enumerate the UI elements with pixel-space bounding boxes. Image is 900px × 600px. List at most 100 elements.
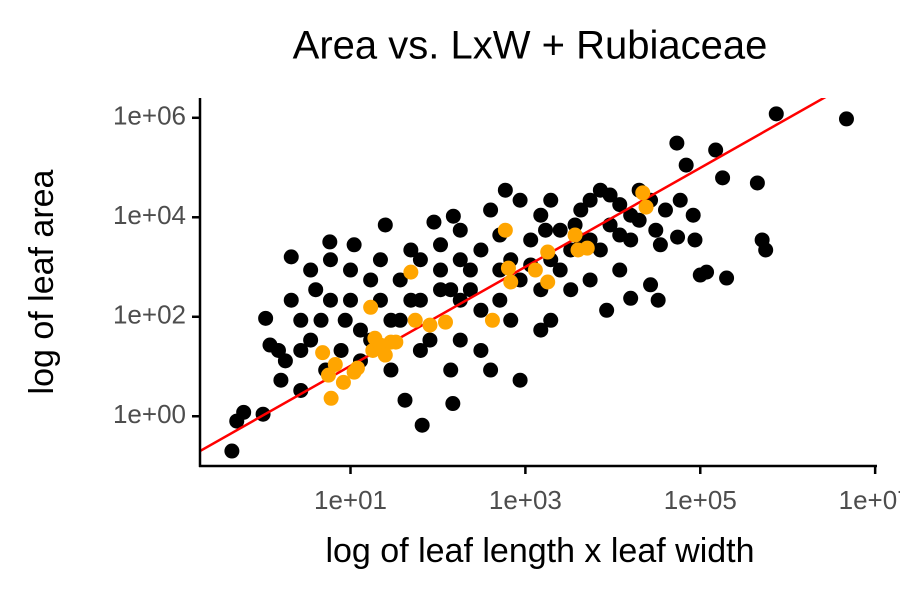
point [372, 252, 388, 268]
point [377, 217, 393, 233]
point [403, 264, 419, 280]
point [315, 345, 331, 361]
point [678, 157, 694, 173]
point [412, 252, 428, 268]
point [452, 222, 468, 238]
point [293, 382, 309, 398]
x-tick-label: 1e+07 [839, 485, 900, 515]
y-tick-label: 1e+04 [113, 200, 186, 230]
point [483, 362, 499, 378]
point [715, 170, 731, 186]
point [437, 314, 453, 330]
point [433, 237, 449, 253]
point [224, 443, 240, 459]
point [363, 299, 379, 315]
point [346, 237, 362, 253]
x-axis-title: log of leaf length x leaf width [325, 532, 754, 570]
point [343, 292, 359, 308]
point [283, 249, 299, 265]
point [262, 337, 278, 353]
y-tick-label: 1e+00 [113, 399, 186, 429]
point [573, 202, 589, 218]
point [335, 374, 351, 390]
point [497, 222, 513, 238]
point [473, 302, 489, 318]
point [313, 312, 329, 328]
point [426, 214, 442, 230]
point [643, 277, 659, 293]
point [383, 362, 399, 378]
point [612, 262, 628, 278]
point [540, 274, 556, 290]
x-tick-label: 1e+01 [314, 485, 387, 515]
point [412, 342, 428, 358]
point [527, 262, 543, 278]
point [768, 106, 784, 122]
point [650, 292, 666, 308]
point [433, 282, 449, 298]
point [322, 252, 338, 268]
point [445, 396, 461, 412]
point [473, 242, 489, 258]
point [343, 262, 359, 278]
point [337, 312, 353, 328]
point [552, 262, 568, 278]
point [708, 142, 724, 158]
point [333, 342, 349, 358]
point [388, 334, 404, 350]
point [563, 282, 579, 298]
point [685, 207, 701, 223]
point [687, 232, 703, 248]
point [719, 270, 735, 286]
point [503, 274, 519, 290]
point [512, 192, 528, 208]
point [377, 347, 393, 363]
point [352, 322, 368, 338]
point [422, 317, 438, 333]
point [669, 135, 685, 151]
point [523, 232, 539, 248]
point [612, 227, 628, 243]
y-tick-label: 1e+06 [113, 101, 186, 131]
point [462, 262, 478, 278]
point [623, 207, 639, 223]
point [293, 342, 309, 358]
point [483, 202, 499, 218]
point [543, 192, 559, 208]
x-tick-label: 1e+05 [664, 485, 737, 515]
point [540, 244, 556, 260]
point [838, 111, 854, 127]
point [592, 242, 608, 258]
point [543, 312, 559, 328]
chart-title: Area vs. LxW + Rubiaceae [293, 24, 768, 68]
point [414, 417, 430, 433]
point [258, 310, 274, 326]
point [392, 272, 408, 288]
point [308, 282, 324, 298]
point [692, 267, 708, 283]
point [533, 322, 549, 338]
point [612, 197, 628, 213]
point [293, 312, 309, 328]
point [452, 332, 468, 348]
x-tick-label: 1e+03 [489, 485, 562, 515]
point [473, 342, 489, 358]
point [670, 229, 686, 245]
point [422, 332, 438, 348]
point [412, 292, 428, 308]
point [503, 312, 519, 328]
point [533, 207, 549, 223]
point [567, 227, 583, 243]
point [638, 199, 654, 215]
point [322, 234, 338, 250]
point [303, 262, 319, 278]
point [349, 360, 365, 376]
point [492, 292, 508, 308]
y-tick-label: 1e+02 [113, 300, 186, 330]
point [323, 390, 339, 406]
point [538, 222, 554, 238]
point [433, 262, 449, 278]
y-axis-title: log of leaf area [23, 169, 61, 394]
point [749, 175, 765, 191]
